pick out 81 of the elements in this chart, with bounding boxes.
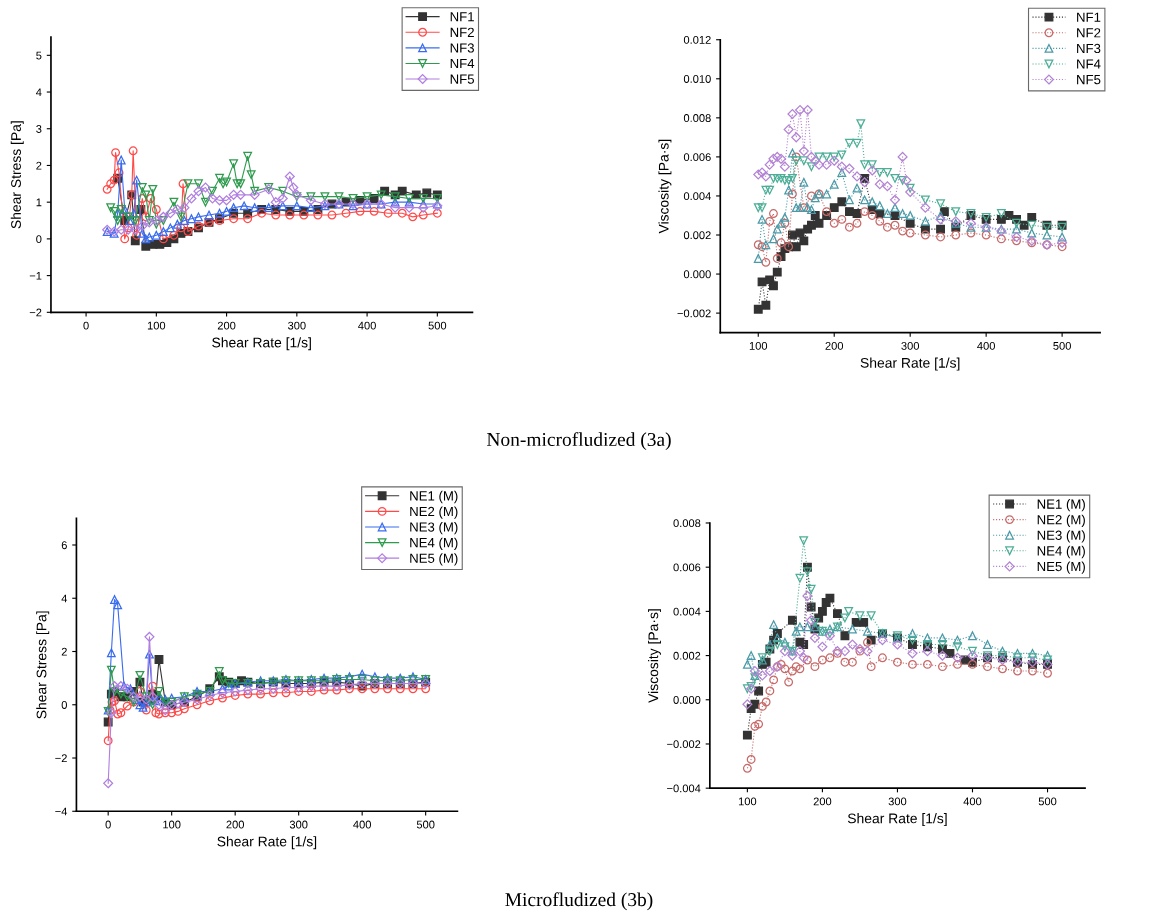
legend-label: NE2 (M)	[1037, 514, 1085, 527]
x-axis-title: Shear Rate [1/s]	[217, 836, 317, 850]
y-tick-label: 0.004	[683, 192, 711, 201]
y-tick-label: 4	[61, 594, 68, 603]
y-tick-label: 0.008	[673, 519, 701, 528]
y-tick-label: 0.002	[683, 231, 711, 240]
x-tick-label: 200	[813, 797, 832, 806]
x-tick-label: 300	[901, 341, 920, 350]
y-tick-label: 0.010	[683, 75, 711, 83]
x-tick-label: 200	[226, 820, 245, 829]
legend-label: NE1 (M)	[410, 490, 458, 504]
y-tick-label: −0.004	[667, 784, 701, 793]
legend-label: NF5	[450, 74, 474, 84]
legend-label: NE2 (M)	[410, 506, 458, 519]
x-tick-label: 400	[963, 797, 982, 806]
x-tick-label: 500	[1038, 797, 1057, 806]
y-tick-label: 0.012	[683, 36, 711, 44]
legend-label: NF3	[1077, 43, 1101, 54]
y-tick-label: 0.000	[673, 696, 701, 704]
legend-label: NF4	[450, 59, 475, 69]
text: Non-microfludized (3a)	[486, 432, 671, 450]
x-tick-label: 400	[358, 321, 376, 330]
y-axis-title: Viscosity [Pa·s]	[658, 139, 672, 234]
x-tick-label: 500	[428, 321, 447, 330]
x-tick-label: 100	[147, 321, 166, 330]
x-tick-label: 0	[105, 820, 111, 829]
y-tick-label: −2	[55, 754, 67, 763]
y-tick-label: 2	[36, 161, 42, 170]
legend-label: NF1	[1077, 12, 1101, 22]
y-tick-label: 5	[36, 51, 42, 60]
legend-label: NF3	[450, 43, 474, 53]
x-tick-label: 500	[416, 820, 435, 829]
y-tick-label: 0	[61, 701, 67, 709]
y-tick-label: −1	[29, 271, 42, 280]
x-tick-label: 300	[888, 797, 907, 806]
x-tick-label: 300	[287, 321, 306, 330]
y-tick-label: 0.004	[673, 607, 701, 616]
y-axis-title: Shear Stress [Pa]	[10, 121, 24, 229]
x-tick-label: 200	[825, 341, 844, 350]
x-tick-label: 500	[1053, 341, 1071, 350]
legend-label: NF1	[450, 12, 474, 22]
legend-label: NF4	[1077, 59, 1101, 69]
legend-label: NE3 (M)	[1037, 530, 1085, 543]
legend-label: NE5 (M)	[1037, 561, 1085, 574]
y-tick-label: −4	[55, 807, 68, 816]
y-tick-label: −2	[29, 308, 42, 317]
y-tick-label: 3	[36, 125, 42, 133]
x-tick-label: 100	[749, 341, 768, 350]
y-tick-label: 0.008	[683, 114, 711, 122]
x-tick-label: 200	[217, 321, 236, 330]
legend-label: NE5 (M)	[410, 553, 458, 566]
x-tick-label: 400	[353, 820, 371, 829]
y-tick-label: 2	[61, 647, 67, 656]
legend-label: NE4 (M)	[1037, 545, 1085, 559]
y-tick-label: 0.002	[673, 651, 701, 660]
legend-label: NF5	[1077, 75, 1101, 85]
x-tick-label: 0	[83, 321, 89, 330]
y-tick-label: 0	[36, 235, 42, 244]
legend-label: NE3 (M)	[410, 522, 458, 535]
y-tick-label: 1	[36, 198, 42, 207]
y-tick-label: −0.002	[667, 740, 701, 749]
y-axis-title: Viscosity [Pa·s]	[648, 609, 661, 703]
text: Microfludized (3b)	[505, 892, 653, 911]
y-tick-label: 0.006	[673, 563, 701, 572]
x-tick-label: 400	[977, 341, 995, 350]
legend-label: NF2	[1077, 28, 1101, 38]
x-axis-title: Shear Rate [1/s]	[847, 813, 947, 827]
y-tick-label: 0.000	[683, 270, 711, 279]
x-tick-label: 100	[163, 820, 181, 829]
x-axis-title: Shear Rate [1/s]	[860, 357, 960, 371]
legend-label: NE1 (M)	[1037, 499, 1085, 512]
legend-label: NE4 (M)	[410, 537, 458, 550]
y-axis-title: Shear Stress [Pa]	[36, 611, 50, 719]
x-axis-title: Shear Rate [1/s]	[212, 337, 311, 351]
y-tick-label: 0.006	[683, 153, 711, 162]
x-tick-label: 100	[738, 797, 757, 806]
y-tick-label: 6	[61, 541, 67, 550]
y-tick-label: 4	[36, 88, 42, 97]
x-tick-label: 300	[289, 820, 308, 829]
y-tick-label: −0.002	[677, 309, 711, 318]
legend-label: NF2	[450, 27, 474, 37]
